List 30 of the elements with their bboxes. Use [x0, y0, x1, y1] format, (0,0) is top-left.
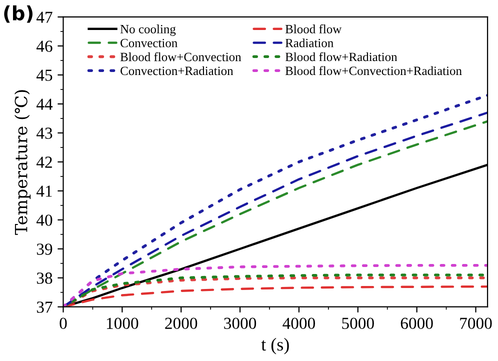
- legend-label: Blood flow+Convection: [120, 52, 242, 62]
- x-tick-label: 2000: [165, 318, 198, 329]
- y-tick-label: 38: [36, 272, 52, 284]
- legend-label: Convection+Radiation: [120, 66, 234, 76]
- y-tick-label: 37: [36, 302, 52, 313]
- x-tick-label: 0: [60, 318, 67, 329]
- x-tick-label: 3000: [224, 318, 256, 329]
- y-tick-label: 43: [36, 128, 52, 139]
- x-axis-title: t (s): [261, 338, 289, 354]
- y-tick-label: 40: [36, 214, 52, 226]
- y-tick-label: 45: [36, 70, 52, 81]
- x-tick-label: 5000: [342, 318, 374, 329]
- x-tick-label: 4000: [282, 318, 315, 329]
- y-tick-label: 44: [36, 98, 53, 110]
- x-tick-label: 6000: [400, 318, 433, 329]
- legend-label: Blood flow: [285, 24, 342, 34]
- legend-label: No cooling: [120, 24, 176, 36]
- legend-label: Convection: [120, 38, 178, 48]
- y-tick-label: 47: [36, 12, 52, 23]
- y-tick-label: 42: [36, 156, 52, 168]
- legend-label: Blood flow+Convection+Radiation: [285, 66, 462, 76]
- y-tick-label: 41: [36, 186, 52, 197]
- y-axis-title: Temperature (℃): [14, 90, 31, 235]
- y-tick-label: 39: [36, 244, 52, 255]
- legend-label: Blood flow+Radiation: [285, 52, 398, 62]
- text: (b): [4, 5, 33, 23]
- legend-label: Radiation: [285, 38, 334, 48]
- x-tick-label: 7000: [460, 318, 492, 329]
- x-tick-label: 1000: [106, 318, 138, 329]
- y-tick-label: 46: [36, 40, 52, 52]
